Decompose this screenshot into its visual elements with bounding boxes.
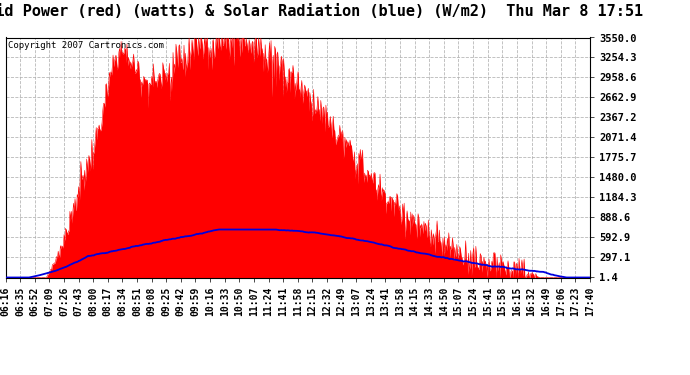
Text: Grid Power (red) (watts) & Solar Radiation (blue) (W/m2)  Thu Mar 8 17:51: Grid Power (red) (watts) & Solar Radiati… — [0, 4, 644, 19]
Text: Copyright 2007 Cartronics.com: Copyright 2007 Cartronics.com — [8, 41, 164, 50]
